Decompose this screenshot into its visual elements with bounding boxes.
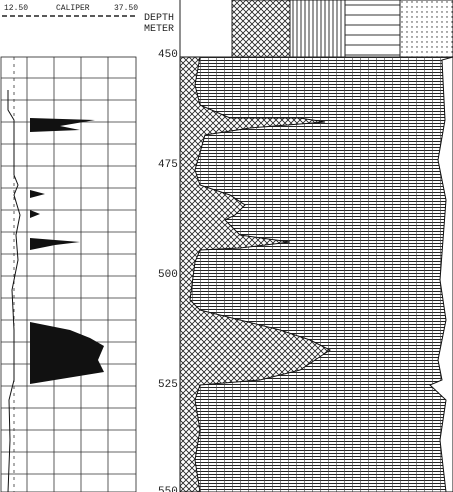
depth-title: DEPTH xyxy=(144,13,174,24)
caliper-track xyxy=(0,56,137,492)
curve-name: CALIPER xyxy=(56,4,90,13)
depth-label: 525 xyxy=(158,379,178,391)
depth-column: DEPTH METER 450 475 500 525 550 xyxy=(144,13,178,492)
scale-min: 12.50 xyxy=(4,4,28,13)
depth-unit: METER xyxy=(144,24,174,35)
caliper-curve xyxy=(7,90,21,492)
depth-label: 450 xyxy=(158,49,178,61)
caliper-fill xyxy=(30,118,104,384)
scale-max: 37.50 xyxy=(114,4,138,13)
depth-label: 550 xyxy=(158,486,178,492)
depth-label: 500 xyxy=(158,269,178,281)
caliper-header: 12.50 CALIPER 37.50 xyxy=(2,4,138,17)
lithology-column xyxy=(179,56,453,492)
depth-label: 475 xyxy=(158,159,178,171)
lithology-legend xyxy=(179,0,453,60)
